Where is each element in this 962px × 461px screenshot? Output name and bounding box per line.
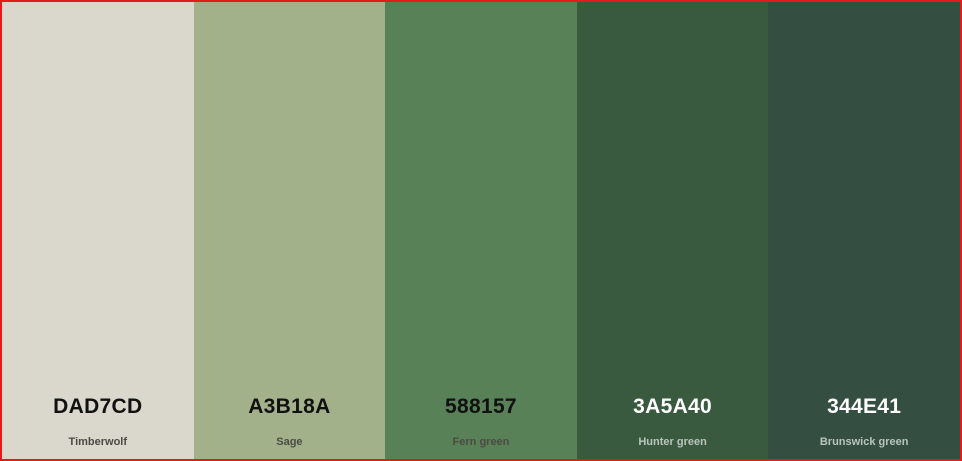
swatch-hex-code[interactable]: 3A5A40	[633, 395, 712, 418]
swatch-hex-code[interactable]: DAD7CD	[53, 395, 143, 418]
swatch-brunswick-green[interactable]: 344E41 Brunswick green	[768, 2, 960, 459]
swatch-color-name: Hunter green	[638, 436, 707, 448]
swatch-color-name: Brunswick green	[819, 436, 909, 448]
swatch-hex-code[interactable]: A3B18A	[248, 395, 331, 418]
swatch-hex-code[interactable]: 344E41	[827, 395, 902, 418]
swatch-timberwolf[interactable]: DAD7CD Timberwolf	[2, 2, 194, 459]
swatch-hunter-green[interactable]: 3A5A40 Hunter green	[576, 2, 769, 459]
swatch-fern-green[interactable]: 588157 Fern green	[385, 2, 577, 459]
swatch-color-name: Sage	[276, 436, 303, 448]
swatch-color-name: Timberwolf	[68, 436, 128, 448]
swatch-sage[interactable]: A3B18A Sage	[193, 2, 386, 459]
swatch-color-name: Fern green	[452, 436, 510, 448]
swatch-hex-code[interactable]: 588157	[445, 395, 517, 418]
